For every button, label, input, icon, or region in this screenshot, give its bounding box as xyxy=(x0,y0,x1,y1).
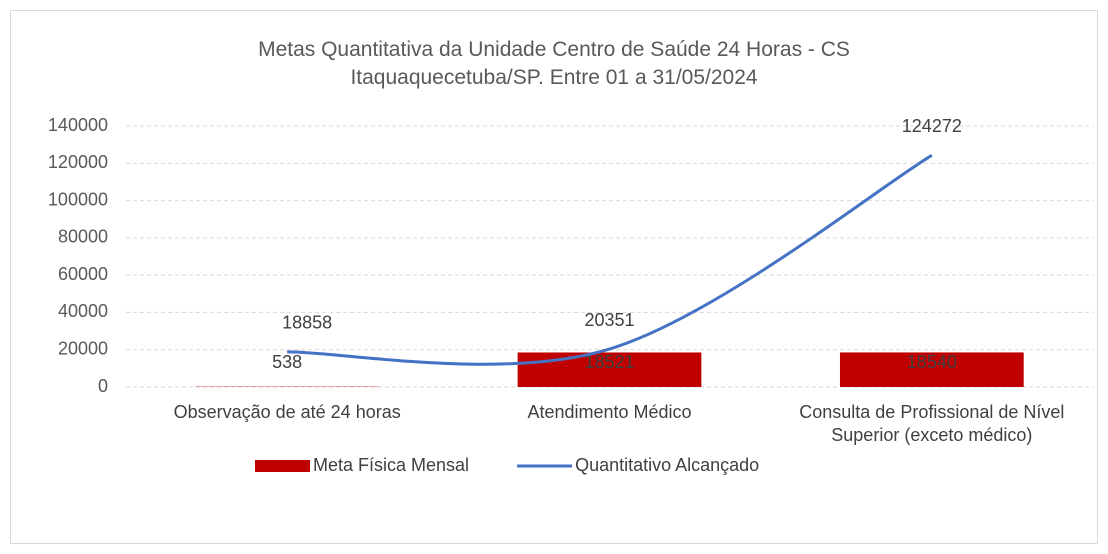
y-tick-label: 100000 xyxy=(48,189,108,209)
y-tick-label: 80000 xyxy=(58,227,108,247)
line-value-label: 20351 xyxy=(584,310,634,330)
bar xyxy=(839,352,1024,387)
legend-swatch xyxy=(255,460,310,472)
chart-title: Metas Quantitativa da Unidade Centro de … xyxy=(258,38,850,89)
y-tick-label: 60000 xyxy=(58,264,108,284)
bar xyxy=(195,385,380,387)
y-tick-label: 20000 xyxy=(58,338,108,358)
line-series xyxy=(287,154,933,366)
y-tick-label: 40000 xyxy=(58,301,108,321)
bar xyxy=(517,352,702,387)
x-tick-label: Atendimento Médico xyxy=(527,402,692,422)
line-value-label: 124272 xyxy=(902,116,962,136)
legend-label: Quantitativo Alcançado xyxy=(575,455,759,475)
x-tick-label: Consulta de Profissional de Nível Superi… xyxy=(799,402,1065,445)
y-tick-label: 120000 xyxy=(48,152,108,172)
x-tick-label: Observação de até 24 horas xyxy=(173,402,401,422)
chart-border xyxy=(10,10,1098,544)
bar-value-label: 18540 xyxy=(907,352,957,372)
legend-label: Meta Física Mensal xyxy=(313,455,469,475)
y-tick-label: 0 xyxy=(98,376,108,396)
bar-value-label: 18521 xyxy=(584,352,634,372)
y-tick-label: 140000 xyxy=(48,115,108,135)
line-value-label: 18858 xyxy=(282,313,332,333)
bar-value-label: 538 xyxy=(272,352,302,372)
